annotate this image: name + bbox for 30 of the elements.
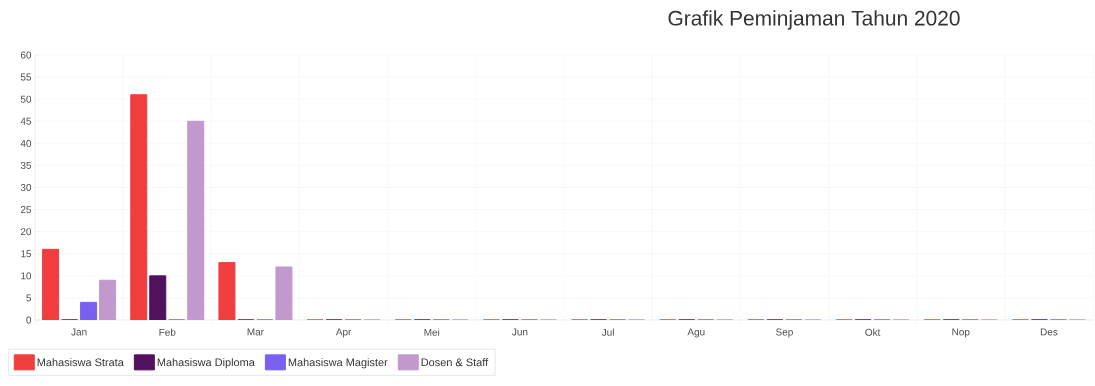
y-tick-label: 40 (20, 139, 32, 147)
x-tick-label: Agu (687, 328, 705, 338)
x-tick-label: Jun (512, 328, 528, 336)
y-tick-label: 30 (20, 183, 32, 192)
x-tick-label: Feb (159, 328, 176, 336)
y-tick-label: 15 (21, 250, 32, 258)
y-tick-label: 60 (20, 51, 32, 59)
x-tick-label: Des (1040, 328, 1058, 336)
x-tick-label: Jul (601, 328, 614, 336)
y-tick-label: 50 (20, 95, 32, 103)
y-tick-label: 20 (20, 228, 32, 236)
legend-label: Mahasiswa Magister (288, 358, 388, 369)
y-tick-label: 10 (21, 272, 32, 280)
x-tick-label: Nop (952, 328, 970, 338)
y-tick-label: 45 (20, 117, 32, 125)
x-tick-label: Mei (424, 328, 440, 336)
chart-title: Grafik Peminjaman Tahun 2020 (668, 10, 960, 30)
x-tick-label: Apr (335, 328, 352, 338)
x-tick-label: Okt (865, 328, 881, 336)
legend-label: Mahasiswa Strata (37, 358, 124, 367)
x-tick-label: Sep (776, 328, 793, 338)
legend-label: Dosen & Staff (421, 358, 489, 367)
x-tick-label: Mar (247, 328, 264, 336)
y-tick-label: 25 (20, 206, 32, 214)
x-tick-label: Jan (71, 328, 87, 336)
y-tick-label: 5 (26, 294, 32, 302)
y-tick-label: 0 (26, 316, 32, 324)
legend-label: Mahasiswa Diploma (157, 358, 255, 369)
y-tick-label: 55 (20, 73, 32, 81)
y-tick-label: 35 (20, 161, 32, 169)
